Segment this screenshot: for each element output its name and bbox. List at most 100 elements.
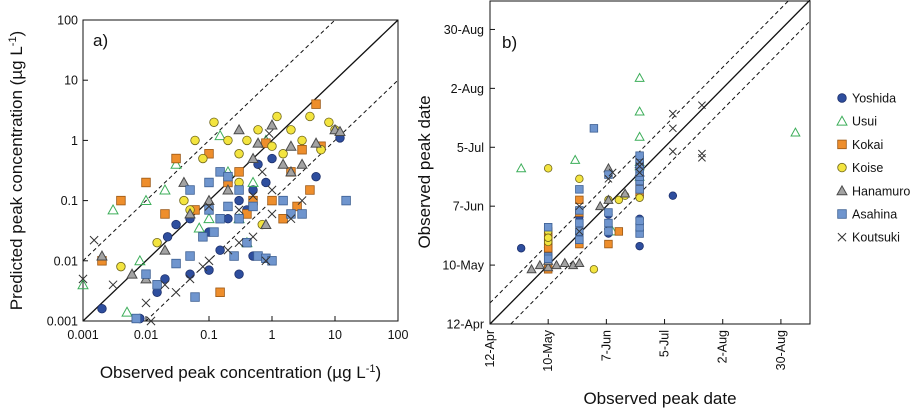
panel-a-point-hanamuro (285, 165, 297, 177)
panel-a-series-kokai (97, 99, 326, 297)
panel-a-x-tick-label: 100 (388, 328, 409, 342)
panel-a-y-tick-label: 0.01 (54, 254, 78, 268)
panel-a-point-asahina (297, 209, 307, 219)
panel-a-point-koutsuki (171, 287, 181, 297)
legend-item-kokai: Kokai (837, 138, 883, 152)
panel-a-point-koise (253, 125, 263, 135)
panel-a-point-asahina (209, 227, 219, 237)
panel-a-point-koise (324, 117, 334, 127)
legend-marker-koutsuki (837, 232, 847, 242)
panel-a-point-koise (209, 117, 219, 127)
panel-b-point-koutsuki (697, 153, 706, 162)
panel-b-point-usui (634, 131, 645, 141)
panel-b-x-tick-label: 30-Aug (774, 330, 788, 370)
panel-b-point-hanamuro (603, 194, 614, 204)
panel-b-point-kokai (604, 239, 613, 249)
panel-a-point-usui (134, 254, 146, 266)
panel-b-reference-lines (489, 0, 811, 325)
panel-a-point-hanamuro (247, 152, 259, 163)
panel-a-point-asahina (286, 209, 296, 219)
panel-a-point-asahina (185, 251, 195, 261)
panel-b-point-hanamuro (594, 200, 606, 211)
panel-a-point-yoshida (267, 153, 277, 164)
panel-a-point-koutsuki (204, 256, 214, 266)
panel-a-dashed-line (82, 19, 336, 262)
panel-b: 12-Apr 10-May 7-Jun 5-Jul 2-Aug 30-Aug 12-Apr 1… (415, 0, 811, 408)
panel-b-point-asahina (543, 223, 553, 232)
panel-a-point-yoshida (248, 185, 258, 195)
panel-a-point-yoshida (261, 177, 271, 188)
panel-b-x-tick-label: 10-May (541, 329, 555, 371)
panel-b-point-hanamuro (542, 261, 554, 272)
panel-a-point-hanamuro (203, 194, 215, 206)
panel-a-point-koise (198, 153, 208, 164)
panel-a-point-asahina (234, 185, 244, 195)
panel-a-point-yoshida (160, 274, 170, 284)
panel-a-point-kokai (171, 153, 181, 164)
panel-a-point-usui (203, 212, 215, 224)
panel-a-x-title-main: Observed peak concentration (µg L (100, 363, 366, 382)
panel-b-point-yoshida (668, 191, 678, 200)
panel-b-point-koise (543, 233, 553, 242)
panel-b-point-asahina (575, 235, 584, 245)
panel-a-y-tick-label: 1 (71, 134, 78, 148)
panel-a-point-kokai (297, 145, 307, 155)
panel-a-point-koise (116, 261, 126, 272)
legend-marker-kokai (837, 139, 847, 150)
panel-a-point-koutsuki (297, 196, 307, 206)
panel-b-x-tick-label: 2-Aug (716, 330, 730, 363)
panel-b-point-koutsuki (697, 101, 706, 110)
panel-a-point-hanamuro (96, 250, 108, 261)
panel-a-point-koise (179, 195, 189, 206)
panel-a-y-tick-label: 10 (64, 74, 78, 88)
panel-a-point-yoshida (223, 214, 233, 224)
panel-b-y-tick-label: 2-Aug (451, 82, 484, 96)
panel-a-point-asahina (131, 313, 141, 324)
panel-b-label: b) (502, 33, 517, 52)
legend-label: Usui (852, 115, 877, 129)
panel-a-point-kokai (204, 149, 214, 159)
panel-b-dashed-line (489, 0, 790, 304)
legend-marker-hanamuro (836, 184, 848, 196)
panel-a-point-koise (305, 111, 315, 122)
panel-b-point-asahina (604, 218, 613, 228)
panel-b-point-asahina (604, 227, 613, 236)
panel-a-point-koise (152, 237, 162, 248)
panel-b-point-koutsuki (635, 162, 644, 171)
panel-a-point-asahina (223, 171, 233, 182)
panel-a-point-asahina (278, 195, 288, 206)
panel-b-point-asahina (589, 124, 599, 133)
panel-a-point-kokai (292, 201, 302, 212)
panel-a-point-yoshida (215, 245, 225, 255)
panel-b-point-koutsuki (668, 109, 677, 118)
panel-b-point-hanamuro (534, 259, 546, 270)
panel-a-point-koise (242, 135, 252, 146)
panel-a-point-kokai (311, 99, 321, 109)
panel-a-point-kokai (215, 287, 225, 297)
panel-a-point-hanamuro (260, 218, 272, 230)
panel-b-y-tick-label: 10-May (442, 259, 484, 273)
panel-a-point-hanamuro (266, 119, 278, 130)
panel-a-point-hanamuro (178, 176, 190, 187)
panel-b-point-hanamuro (551, 259, 562, 270)
panel-b-point-koutsuki (575, 227, 584, 236)
panel-b-x-axis-title: Observed peak date (583, 389, 736, 408)
panel-a-point-yoshida (162, 232, 173, 242)
panel-b-point-koise (589, 265, 599, 274)
panel-a-point-asahina (204, 205, 214, 215)
panel-a-point-koutsuki (286, 214, 296, 224)
panel-a-point-koutsuki (146, 316, 156, 326)
legend-item-asahina: Asahina (837, 208, 897, 222)
panel-b-point-koise (543, 164, 553, 173)
panel-a-point-kokai (305, 185, 315, 195)
panel-a-point-asahina (229, 251, 239, 261)
panel-b-y-tick-label: 12-Apr (446, 318, 484, 332)
panel-b-point-koutsuki (575, 202, 584, 211)
panel-a-y-tick-label: 100 (57, 14, 78, 28)
panel-b-point-kokai (575, 195, 584, 205)
panel-b-point-koutsuki (697, 149, 706, 158)
panel-a-point-koutsuki (160, 280, 170, 290)
panel-a-point-kokai (278, 214, 288, 224)
panel-a-series-hanamuro (96, 119, 346, 284)
panel-a-point-yoshida (234, 195, 244, 206)
